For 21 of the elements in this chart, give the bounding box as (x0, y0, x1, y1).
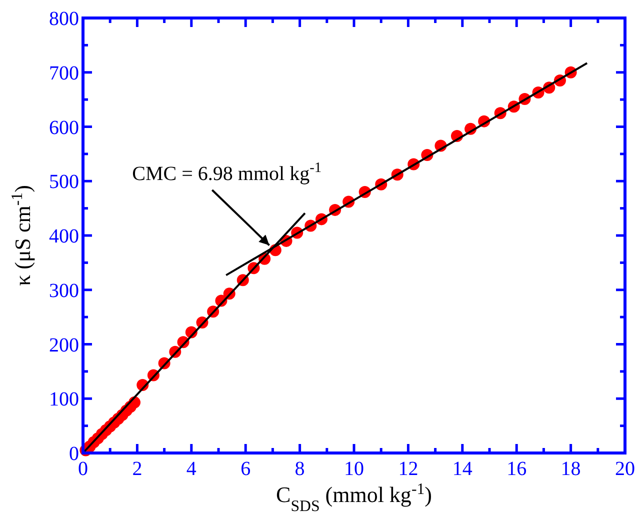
x-axis-title: C$_{SDS}$ (mmol kg$^{-1}$) (276, 480, 432, 512)
x-tick-label: 14 (452, 458, 472, 480)
y-tick-label: 700 (49, 62, 79, 84)
x-tick-label: 16 (506, 458, 527, 480)
y-tick-label: 300 (49, 280, 79, 302)
x-tick-label: 20 (615, 458, 635, 480)
x-tick-label: 12 (398, 458, 418, 480)
y-tick-label: 200 (49, 334, 79, 356)
y-tick-label: 800 (49, 8, 79, 30)
annotation: CMC = 6.98 mmol kg$^{-1}$ (132, 160, 322, 186)
y-tick-label: 0 (69, 443, 79, 465)
y-tick-label: 500 (49, 171, 79, 194)
y-tick-label: 400 (49, 226, 79, 248)
y-tick-label: 100 (49, 388, 79, 411)
x-tick-label: 4 (186, 458, 196, 480)
x-tick-label: 2 (132, 458, 142, 480)
x-tick-label: 8 (294, 458, 305, 480)
x-tick-label: 18 (560, 458, 581, 480)
y-tick-label: 600 (49, 116, 79, 139)
x-tick-label: 10 (344, 458, 364, 480)
x-tick-label: 6 (240, 458, 251, 480)
